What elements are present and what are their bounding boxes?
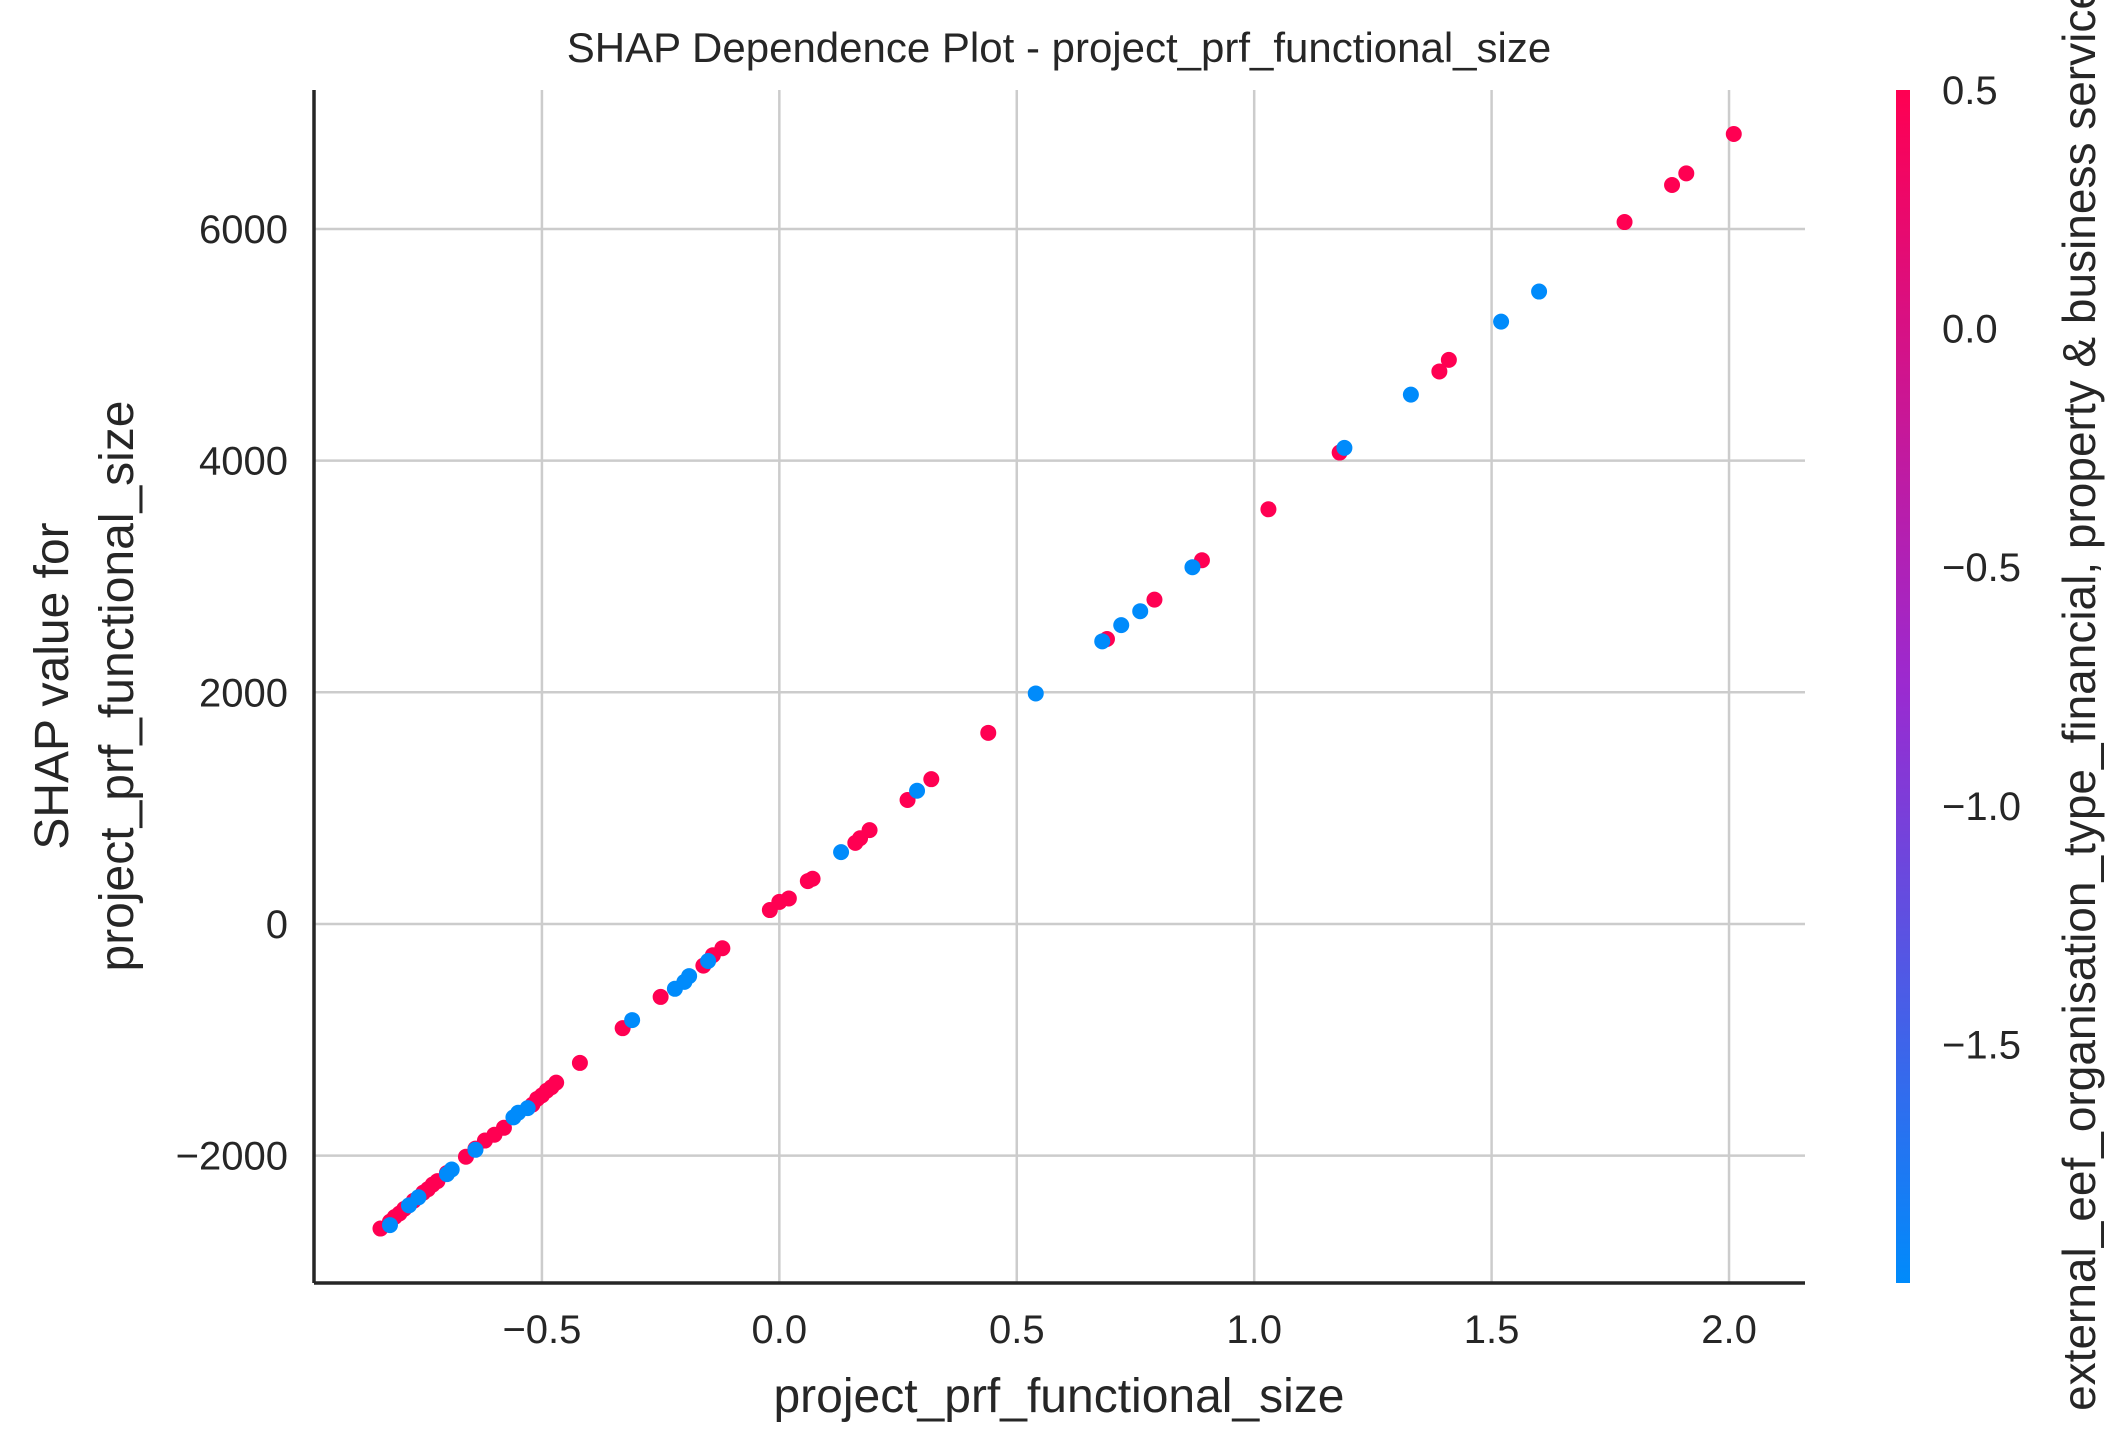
colorbar xyxy=(1896,90,1910,1283)
colorbar-tick-label: −0.5 xyxy=(1942,546,2021,590)
x-tick-label: −0.5 xyxy=(502,1308,581,1352)
scatter-point xyxy=(1725,126,1742,143)
scatter-point xyxy=(980,724,997,741)
y-tick-label: 6000 xyxy=(199,208,288,252)
scatter-point xyxy=(1146,591,1163,608)
scatter-point xyxy=(1531,283,1548,300)
scatter-point xyxy=(571,1054,588,1071)
axes xyxy=(312,90,1805,1285)
scatter-point xyxy=(714,940,731,957)
scatter-point xyxy=(1664,176,1681,193)
scatter-point xyxy=(681,968,698,985)
scatter-point xyxy=(1336,439,1353,456)
x-tick-labels: −0.5 0.0 0.5 1.0 1.5 2.0 xyxy=(502,1308,1756,1352)
y-tick-label: 2000 xyxy=(199,671,288,715)
scatter-point xyxy=(1113,617,1130,634)
scatter-point xyxy=(1132,603,1149,620)
x-axis-label: project_prf_functional_size xyxy=(773,1370,1344,1423)
colorbar-tick-label: 0.5 xyxy=(1942,69,1998,113)
scatter-point xyxy=(1402,386,1419,403)
scatter-point xyxy=(519,1100,536,1117)
grid-lines xyxy=(314,90,1805,1283)
scatter-point xyxy=(780,890,797,907)
scatter-point xyxy=(861,822,878,839)
scatter-point xyxy=(624,1012,641,1029)
scatter-point xyxy=(1493,313,1510,330)
chart-title: SHAP Dependence Plot - project_prf_funct… xyxy=(567,24,1551,71)
scatter-point xyxy=(804,870,821,887)
scatter-point xyxy=(1260,501,1277,518)
scatter-point xyxy=(1616,214,1633,231)
x-tick-label: 1.0 xyxy=(1226,1308,1282,1352)
scatter-point xyxy=(1440,351,1457,368)
scatter-point xyxy=(443,1161,460,1178)
x-tick-label: 1.5 xyxy=(1464,1308,1520,1352)
scatter-point xyxy=(923,771,940,788)
scatter-point xyxy=(1184,559,1201,576)
scatter-point xyxy=(381,1217,398,1234)
colorbar-tick-label: −1.0 xyxy=(1942,785,2021,829)
scatter-point xyxy=(652,988,669,1005)
scatter-point xyxy=(1094,633,1111,650)
scatter-point xyxy=(1027,685,1044,702)
y-tick-label: 0 xyxy=(266,903,288,947)
scatter-point xyxy=(833,844,850,861)
y-tick-label: 4000 xyxy=(199,440,288,484)
y-tick-label: −2000 xyxy=(176,1135,288,1179)
colorbar-tick-label: −1.5 xyxy=(1942,1023,2021,1067)
colorbar-label: external_eef_organisation_type_financial… xyxy=(2053,0,2105,1411)
colorbar-tick-labels: 0.5 0.0 −0.5 −1.0 −1.5 xyxy=(1942,69,2021,1067)
y-tick-labels: −2000 0 2000 4000 6000 xyxy=(176,208,288,1179)
scatter-point xyxy=(700,953,717,970)
x-tick-label: 2.0 xyxy=(1701,1308,1757,1352)
colorbar-tick-label: 0.0 xyxy=(1942,308,1998,352)
scatter-point xyxy=(548,1074,565,1091)
x-tick-label: 0.5 xyxy=(989,1308,1045,1352)
scatter-point xyxy=(909,782,926,799)
scatter-point xyxy=(495,1119,512,1136)
y-axis-label-line1: SHAP value for xyxy=(26,522,79,849)
x-tick-label: 0.0 xyxy=(752,1308,808,1352)
scatter-points xyxy=(372,126,1742,1237)
scatter-point xyxy=(1678,165,1695,182)
y-axis-label-line2: project_prf_functional_size xyxy=(91,400,144,971)
scatter-point xyxy=(1431,363,1448,380)
scatter-point xyxy=(410,1189,427,1206)
scatter-point xyxy=(467,1141,484,1158)
